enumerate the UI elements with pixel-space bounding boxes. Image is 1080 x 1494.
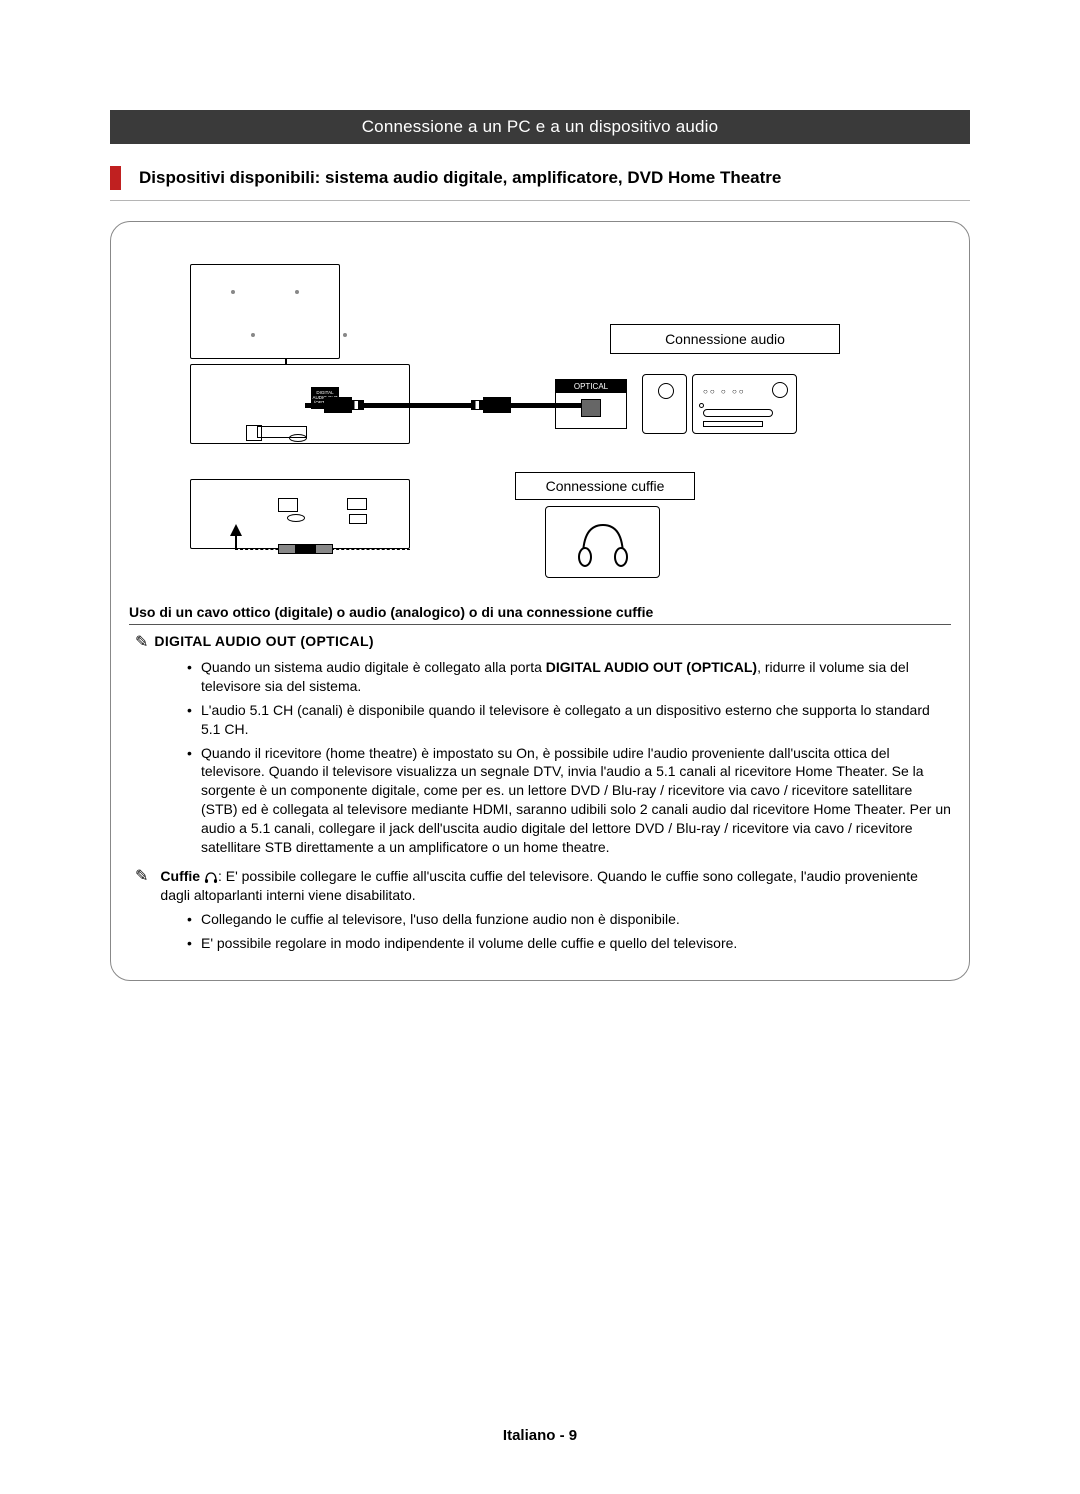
note-icon: ✎ (135, 632, 148, 652)
accent-square (110, 166, 121, 190)
headphone-connection-label: Connessione cuffie (515, 472, 695, 500)
cable-plug-left (324, 396, 370, 414)
headphones-bullet-list: Collegando le cuffie al televisore, l'us… (187, 910, 951, 953)
cuffie-label: Cuffie (160, 868, 200, 884)
headphones-device-box (545, 506, 660, 578)
digital-audio-note: ✎ DIGITAL AUDIO OUT (OPTICAL) (135, 633, 951, 652)
list-item: E' possibile regolare in modo indipenden… (187, 934, 951, 953)
subheading-row: Dispositivi disponibili: sistema audio d… (110, 166, 970, 201)
headphones-icon (573, 517, 633, 567)
digital-audio-label: DIGITAL AUDIO OUT (OPTICAL) (154, 633, 373, 649)
headphones-glyph-icon (204, 871, 218, 883)
digital-audio-bullet-list: Quando un sistema audio digitale è colle… (187, 658, 951, 857)
list-item: Quando un sistema audio digitale è colle… (187, 658, 951, 696)
amplifier-device-icon: ○○ ○ ○○ (692, 374, 797, 434)
page-footer: Italiano - 9 (0, 1427, 1080, 1444)
cuffie-text: : E' possibile collegare le cuffie all'u… (160, 868, 917, 903)
tv-icon (190, 264, 340, 359)
content-frame: DIGITAL AUDIO OUT (OPTICAL) OPTICAL Conn… (110, 221, 970, 981)
list-item: Collegando le cuffie al televisore, l'us… (187, 910, 951, 929)
optical-label: OPTICAL (556, 380, 626, 393)
headphone-jack-icon (278, 544, 333, 554)
headphones-note: ✎ Cuffie : E' possibile collegare le cuf… (135, 867, 951, 905)
subheading-text: Dispositivi disponibili: sistema audio d… (139, 168, 781, 188)
back-panel-headphone (190, 479, 410, 549)
optical-receiver-port: OPTICAL (555, 379, 627, 429)
section-title-bar: Connessione a un PC e a un dispositivo a… (110, 110, 970, 144)
cable-plug-right (465, 396, 511, 414)
audio-connection-label: Connessione audio (610, 324, 840, 354)
connection-diagram: DIGITAL AUDIO OUT (OPTICAL) OPTICAL Conn… (130, 244, 950, 584)
speaker-device-icon (642, 374, 687, 434)
note-icon: ✎ (135, 866, 148, 905)
usage-heading: Uso di un cavo ottico (digitale) o audio… (129, 604, 951, 625)
list-item: Quando il ricevitore (home theatre) è im… (187, 744, 951, 857)
list-item: L'audio 5.1 CH (canali) è disponibile qu… (187, 701, 951, 739)
amp-indicators: ○○ ○ ○○ (703, 387, 746, 396)
